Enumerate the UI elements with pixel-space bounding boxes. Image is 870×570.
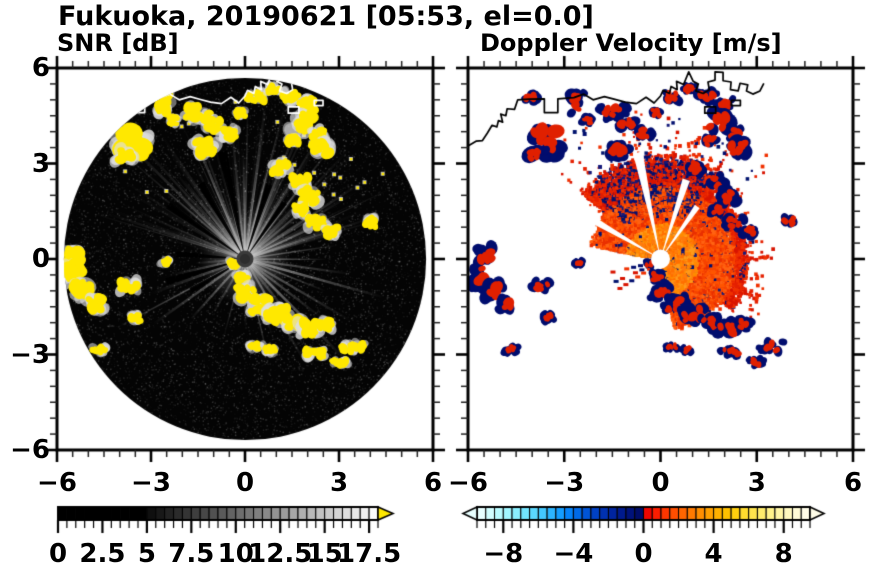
velocity-x-tick-label: 3 (747, 468, 766, 498)
velocity-x-tick-label: −3 (544, 468, 585, 498)
snr-x-tick-label: −3 (131, 468, 171, 498)
snr-colorbar (30, 498, 410, 542)
velocity-colorbar-tick-label: 4 (704, 539, 723, 569)
snr-colorbar-tick-label: 10 (217, 539, 254, 569)
snr-colorbar-tick-label: 2.5 (79, 539, 126, 569)
snr-colorbar-tick-label: 17.5 (337, 539, 402, 569)
y-tick-label: 0 (31, 244, 50, 274)
y-tick-label: −3 (10, 339, 50, 370)
velocity-colorbar-tick-label: −4 (553, 539, 594, 569)
snr-x-tick-label: 0 (235, 468, 255, 498)
velocity-x-tick-label: 6 (843, 468, 863, 498)
figure-title: Fukuoka, 20190621 [05:53, el=0.0] (58, 1, 594, 32)
velocity-x-tick-label: −6 (448, 468, 488, 498)
velocity-colorbar-tick-label: −8 (483, 539, 524, 569)
snr-x-tick-label: 6 (423, 468, 443, 498)
velocity-colorbar (455, 498, 835, 542)
velocity-colorbar-tick-label: 8 (774, 539, 793, 569)
velocity-x-tick-label: 0 (651, 468, 670, 498)
snr-ppi-plot (41, 52, 449, 466)
snr-colorbar-tick-label: 0 (48, 539, 68, 569)
velocity-colorbar-tick-label: 0 (634, 539, 653, 569)
snr-x-tick-label: 3 (329, 468, 349, 498)
y-tick-label: 6 (31, 53, 50, 83)
snr-colorbar-tick-label: 7.5 (168, 539, 215, 569)
y-tick-label: 3 (31, 148, 50, 179)
snr-colorbar-tick-label: 12.5 (248, 539, 313, 569)
snr-colorbar-tick-label: 5 (137, 539, 156, 569)
y-tick-label: −6 (10, 435, 50, 465)
snr-colorbar-tick-label: 15 (306, 539, 343, 569)
snr-x-tick-label: −6 (37, 468, 77, 498)
doppler-velocity-ppi-plot (452, 52, 869, 466)
